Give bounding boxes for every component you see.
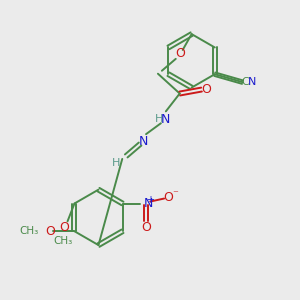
Text: CH₃: CH₃ [53, 236, 72, 246]
Text: O: O [202, 83, 212, 96]
Text: O: O [141, 221, 151, 234]
Text: N: N [248, 77, 256, 87]
Text: ⁻: ⁻ [172, 190, 178, 200]
Text: O: O [163, 191, 173, 204]
Text: H: H [155, 114, 163, 124]
Text: N: N [138, 135, 148, 148]
Text: N: N [161, 113, 170, 126]
Text: O: O [175, 47, 185, 60]
Text: +: + [146, 194, 154, 205]
Text: N: N [143, 197, 153, 210]
Text: O: O [60, 221, 70, 234]
Text: O: O [45, 225, 55, 238]
Text: H: H [112, 158, 121, 168]
Text: C: C [242, 77, 249, 87]
Text: CH₃: CH₃ [20, 226, 39, 236]
